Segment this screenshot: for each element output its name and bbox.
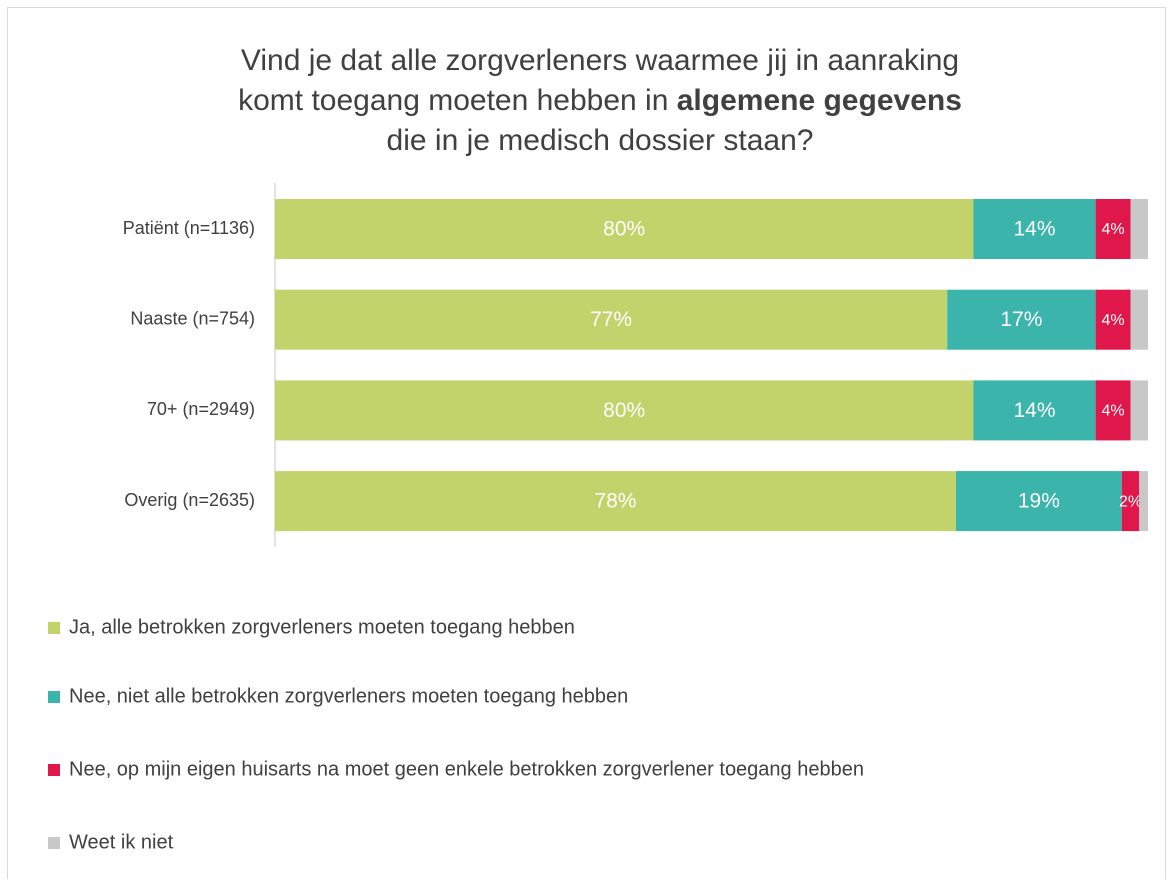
title-span: algemene gegevens	[677, 84, 962, 117]
data-label: 78%	[594, 490, 636, 513]
legend-label: Ja, alle betrokken zorgverleners moeten …	[69, 616, 575, 638]
chart-title: Vind je dat alle zorgverleners waarmee j…	[241, 44, 959, 77]
chart-frame	[7, 7, 1166, 884]
bar-segment	[1130, 289, 1148, 350]
bar-segment	[1095, 380, 1131, 441]
bar-segment	[955, 471, 1122, 532]
data-label: 19%	[1018, 490, 1060, 513]
chart-title: die in je medisch dossier staan?	[387, 124, 814, 157]
bar-segment	[1130, 199, 1148, 259]
bar-segment	[1121, 471, 1140, 532]
title-span: Vind je dat alle zorgverleners waarmee j…	[241, 44, 959, 77]
y-tick-label: Naaste (n=754)	[130, 308, 255, 328]
bar-segment	[275, 289, 948, 350]
chart-title: komt toegang moeten hebben in algemene g…	[238, 84, 962, 117]
legend-label: Nee, op mijn eigen huisarts na moet geen…	[69, 758, 864, 780]
bar-segment	[973, 199, 1096, 259]
data-label: 80%	[603, 218, 645, 241]
bar-segment	[275, 380, 974, 441]
bar-segment	[1095, 199, 1131, 259]
data-label: 4%	[1102, 312, 1125, 329]
data-label: 80%	[603, 399, 645, 422]
y-tick-label: Overig (n=2635)	[124, 490, 255, 510]
bar-segment	[1130, 380, 1148, 441]
y-tick-label: 70+ (n=2949)	[147, 399, 255, 419]
legend-swatch	[48, 837, 60, 849]
legend-swatch	[48, 764, 60, 776]
bar-segment	[275, 199, 974, 259]
title-span: die in je medisch dossier staan?	[387, 124, 814, 157]
data-label: 77%	[590, 308, 632, 331]
legend-label: Weet ik niet	[69, 831, 174, 853]
bar-segment	[275, 471, 956, 532]
legend-swatch	[48, 691, 60, 703]
bar-segment	[1095, 289, 1131, 350]
y-tick-label: Patiënt (n=1136)	[123, 218, 255, 238]
data-label: 4%	[1102, 403, 1125, 420]
data-label: 14%	[1013, 399, 1055, 422]
data-label: 4%	[1102, 221, 1125, 238]
bar-segment	[973, 380, 1096, 441]
legend-swatch	[48, 622, 60, 634]
legend-label: Nee, niet alle betrokken zorgverleners m…	[69, 685, 628, 707]
data-label: 14%	[1013, 218, 1055, 241]
data-label: 17%	[1000, 308, 1042, 331]
data-label: 2%	[1119, 493, 1142, 510]
bar-segment	[947, 289, 1096, 350]
title-span: komt toegang moeten hebben in	[238, 84, 677, 117]
bar-segment	[1139, 471, 1148, 532]
